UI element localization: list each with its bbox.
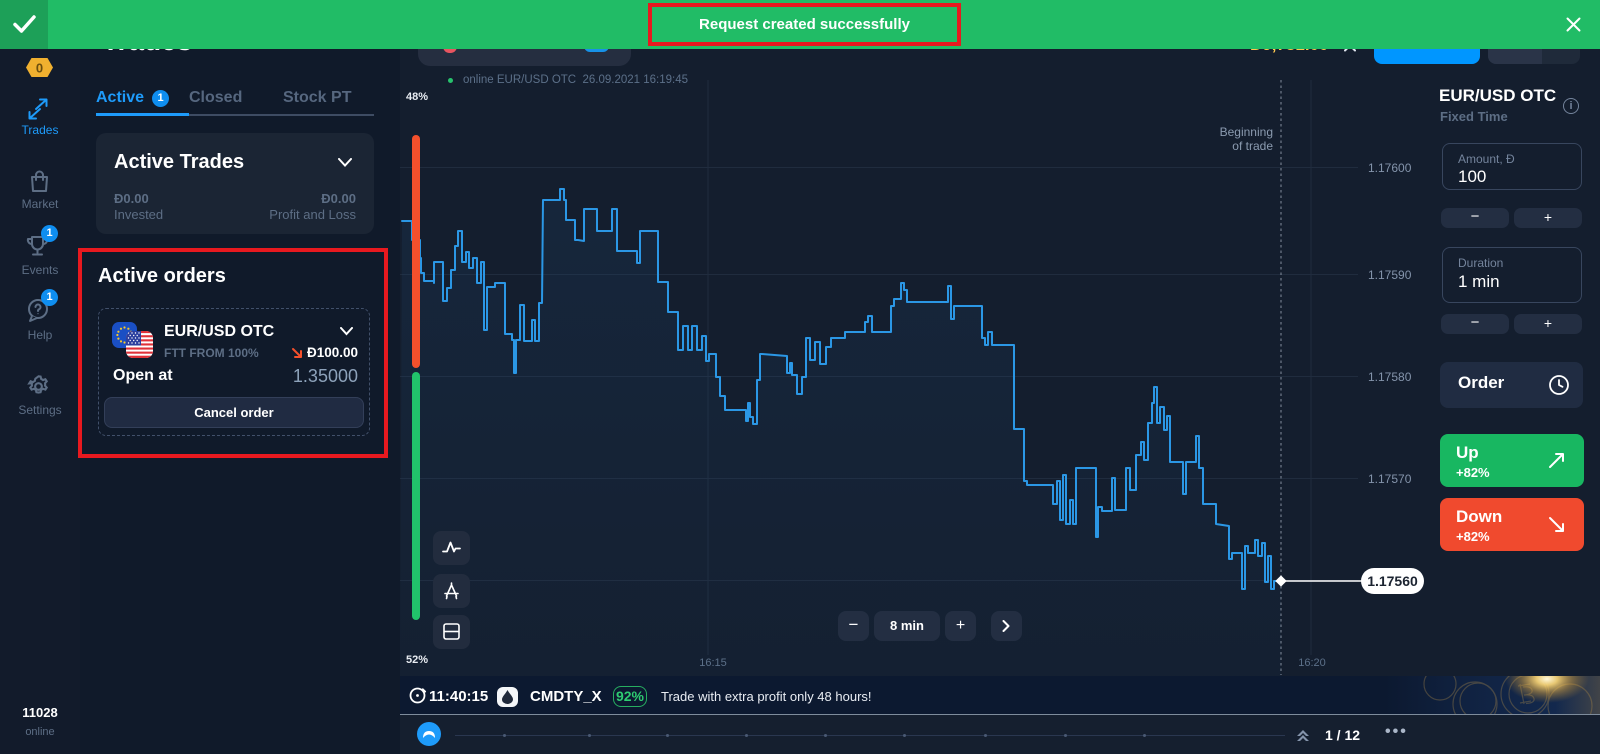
svg-text:0: 0 xyxy=(36,61,43,76)
